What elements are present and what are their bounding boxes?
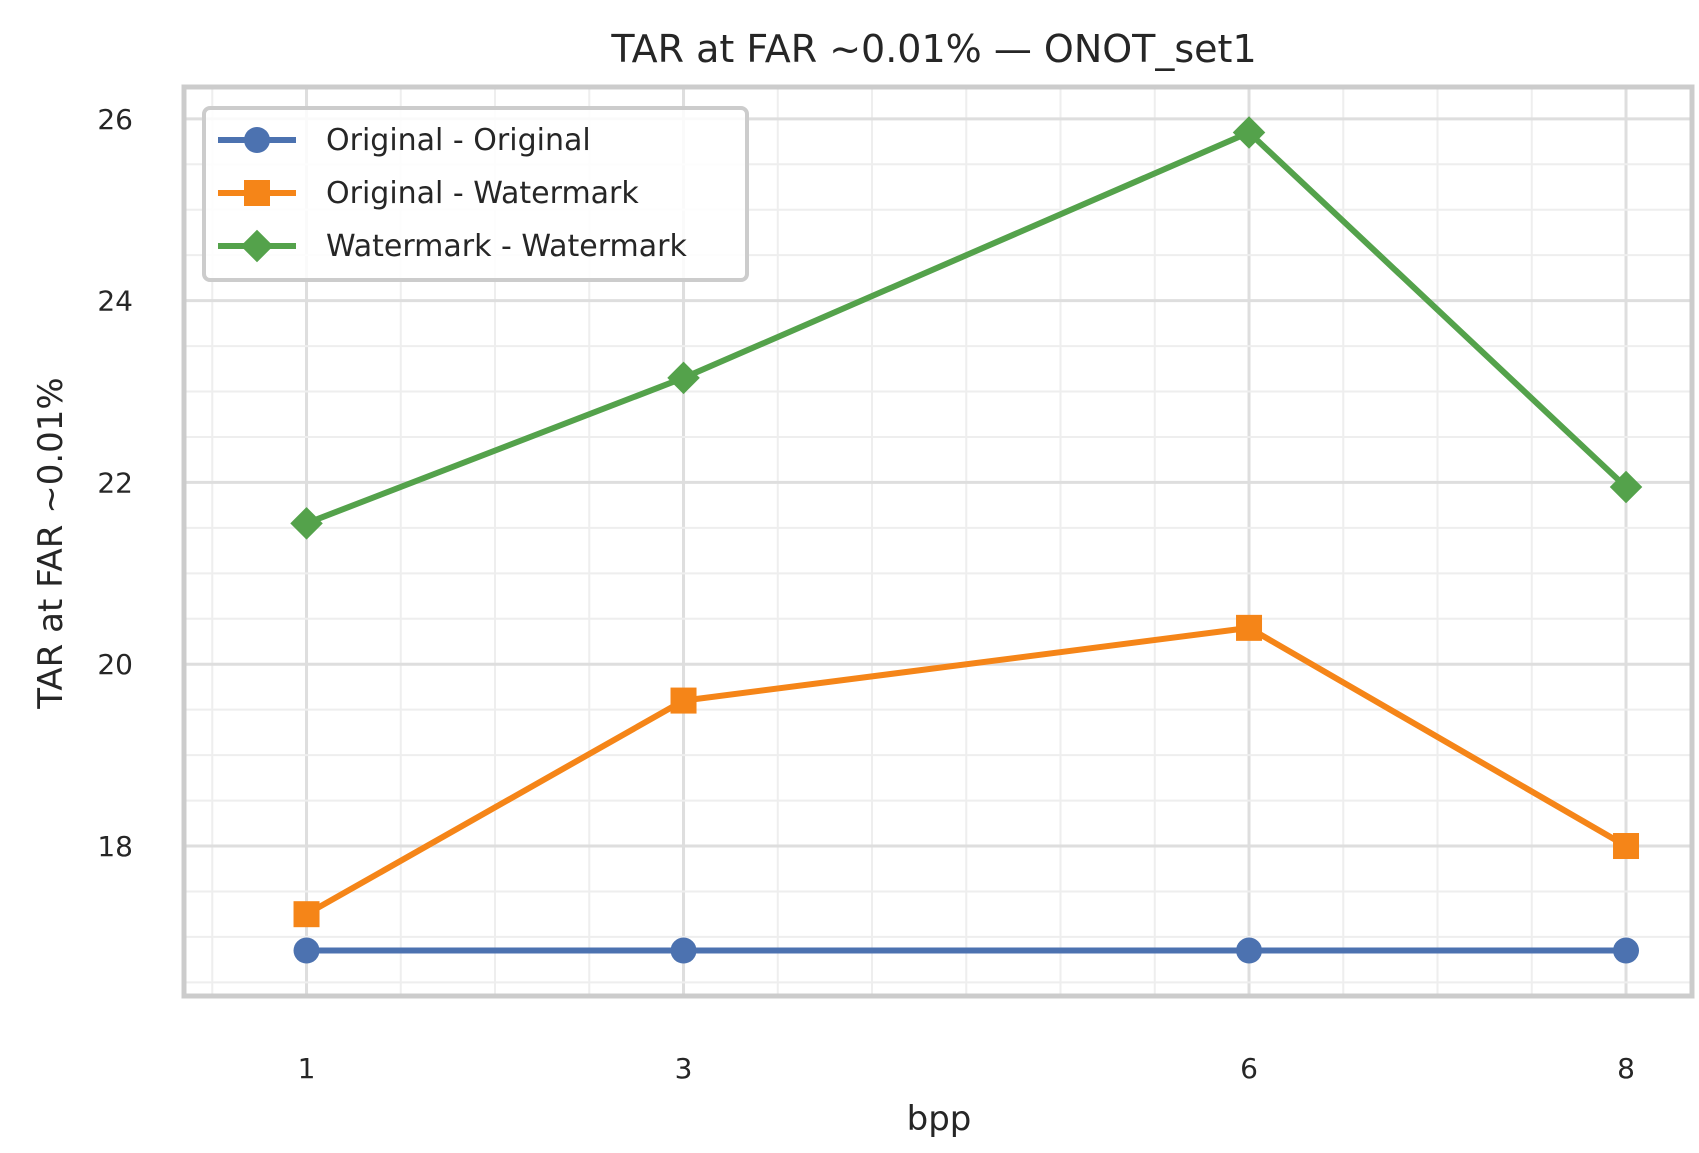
data-point — [667, 361, 700, 395]
legend-marker — [244, 180, 270, 206]
series-line — [303, 129, 1629, 527]
x-tick-label: 3 — [675, 1052, 693, 1085]
legend-label: Watermark - Watermark — [326, 229, 687, 264]
legend: Original - Original Original - Watermark W… — [202, 106, 749, 282]
data-point — [1609, 470, 1643, 504]
y-tick-label: 18 — [97, 830, 133, 863]
data-point — [293, 901, 320, 928]
data-point — [1236, 937, 1263, 964]
legend-marker — [240, 229, 274, 263]
legend-item: Original - Watermark — [218, 176, 639, 211]
series-1 — [293, 937, 1640, 964]
legend-item: Original - Original — [218, 123, 591, 158]
series-3 — [290, 116, 1643, 540]
data-point — [670, 937, 697, 964]
data-point — [1613, 937, 1640, 964]
chart-title: TAR at FAR ~0.01% — ONOT_set1 — [610, 27, 1256, 71]
y-tick-label: 20 — [97, 648, 133, 681]
x-tick-labels: 1 3 6 8 — [298, 1052, 1635, 1085]
legend-box — [202, 106, 749, 282]
data-point — [293, 937, 320, 964]
y-tick-label: 26 — [97, 103, 133, 136]
x-axis-label: bpp — [907, 1099, 972, 1139]
x-tick-label: 1 — [298, 1052, 316, 1085]
data-point — [1232, 116, 1266, 149]
series-line — [303, 624, 1629, 918]
data-point — [1613, 833, 1640, 860]
y-tick-label: 22 — [97, 466, 133, 499]
y-tick-label: 24 — [97, 285, 133, 318]
plot-frame — [181, 84, 1695, 999]
x-tick-label: 6 — [1240, 1052, 1258, 1085]
legend-marker — [244, 127, 270, 153]
data-point — [1236, 614, 1263, 641]
legend-label: Original - Original — [326, 123, 591, 158]
y-tick-labels: 18 20 22 24 26 — [97, 103, 133, 863]
data-point — [290, 507, 323, 540]
x-tick-label: 8 — [1617, 1052, 1635, 1085]
legend-label: Original - Watermark — [326, 176, 639, 211]
y-axis-label: TAR at FAR ~0.01% — [31, 377, 71, 709]
series-2 — [293, 614, 1640, 928]
legend-item: Watermark - Watermark — [218, 229, 687, 264]
data-point — [670, 687, 697, 714]
series-layer — [290, 116, 1643, 964]
